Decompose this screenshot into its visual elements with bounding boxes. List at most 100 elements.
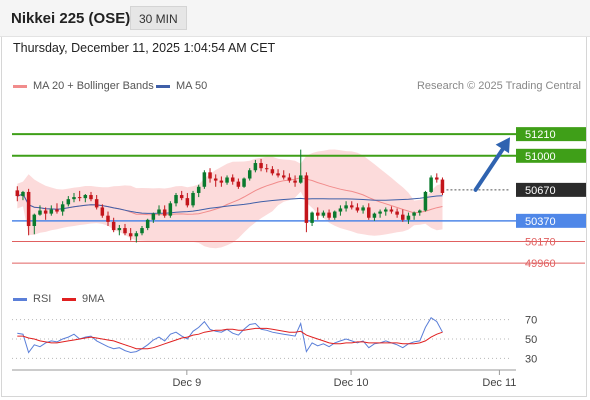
candle-body [89,195,93,200]
candle-body [94,199,99,208]
rsi-tick-70: 70 [525,315,537,327]
legend-rsi: RSI [13,293,51,305]
candle-body [315,212,320,216]
ma50-swatch [156,84,170,88]
candle-body [242,178,246,187]
candle-body [140,228,144,234]
candle-body [247,170,252,179]
level-tag-50670 [516,182,586,197]
candle-body [151,213,156,220]
candle-body [26,191,31,226]
candle-body [202,172,207,187]
candle-body [395,211,399,215]
candle-body [55,209,59,212]
forecast-arrow-head [495,137,510,154]
forecast-arrow-shaft [473,145,506,192]
candle-body [270,169,275,174]
interval-button[interactable]: 30 MIN [130,6,187,30]
candle-body [310,212,314,223]
candle-body [196,186,201,193]
level-label-51000: 51000 [525,151,556,163]
candle-body [49,209,54,214]
candle-body [230,177,235,182]
legend-rsi-ma-label: 9MA [82,293,105,305]
legend-ma50: MA 50 [156,80,207,92]
candle-body [429,177,433,192]
candle-body [145,219,150,229]
candle-body [32,214,37,226]
chart-header: Nikkei 225 (OSE) 30 MIN [0,0,590,37]
candle-body [293,180,297,183]
level-tag-51000 [516,148,586,163]
legend-bollinger-label: MA 20 + Bollinger Bands [33,80,154,92]
timestamp: Thursday, December 11, 2025 1:04:54 AM C… [13,41,276,55]
candle-body [338,208,343,212]
legend-rsi-label: RSI [33,293,52,305]
candle-body [355,207,360,211]
candle-body [298,175,303,183]
level-label-50670: 50670 [525,185,556,197]
level-tag-50370 [516,213,586,228]
candle-body [276,173,280,176]
candle-body [185,198,190,206]
candle-body [43,210,48,214]
candle-body [378,211,382,214]
candle-body [435,177,439,180]
candle-body [361,207,365,211]
candle-body [168,203,173,216]
candle-body [327,212,331,218]
candle-body [213,178,218,181]
bollinger-swatch [13,84,27,88]
candle-body [406,215,411,220]
candle-body [208,172,212,179]
price-panel: 51210 51000 50670 50370 50170 49960 [12,127,586,270]
candle-body [384,209,388,212]
rsi-ma-line [17,327,443,350]
x-tick-label: Dec 10 [334,377,369,389]
candle-body [287,177,292,181]
legend-ma50-label: MA 50 [176,80,208,92]
level-label-50370: 50370 [525,216,556,228]
candle-body [128,233,133,237]
candle-body [219,180,224,183]
candle-body [264,168,269,170]
candle-body [60,204,65,212]
x-tick-label: Dec 9 [172,377,201,389]
candle-body [83,195,88,199]
candle-body [38,210,42,215]
candle-body [367,207,371,218]
candle-body [174,195,178,204]
candle-body [401,214,405,220]
candle-body [100,207,105,216]
rsi-panel: 70 50 30 [12,315,537,365]
rsi-ma-swatch [62,297,76,301]
ma50-line [17,193,443,214]
candle-body [236,181,241,187]
candle-body [123,228,127,234]
x-tick-label: Dec 11 [482,377,516,389]
candle-body [372,213,377,218]
candle-body [106,215,110,222]
legend-bollinger: MA 20 + Bollinger Bands [13,80,154,92]
level-label-51210: 51210 [525,129,556,141]
rsi-swatch [13,297,27,301]
level-label-50170: 50170 [525,236,556,248]
candle-body [117,228,122,231]
candle-body [349,205,354,208]
candle-body [304,175,309,223]
candle-body [418,210,422,213]
candle-body [162,209,167,216]
candle-body [281,175,286,178]
candle-body [344,205,348,209]
candle-body [332,211,337,218]
candle-body [321,212,326,216]
candle-body [253,163,258,171]
rsi-tick-50: 50 [525,334,537,346]
candle-body [412,212,416,216]
candle-body [21,191,25,197]
candle-body [66,199,71,205]
candle-body [191,192,195,206]
legend-rsi-ma: 9MA [62,293,105,305]
candle-body [111,221,116,231]
level-label-49960: 49960 [525,258,556,270]
